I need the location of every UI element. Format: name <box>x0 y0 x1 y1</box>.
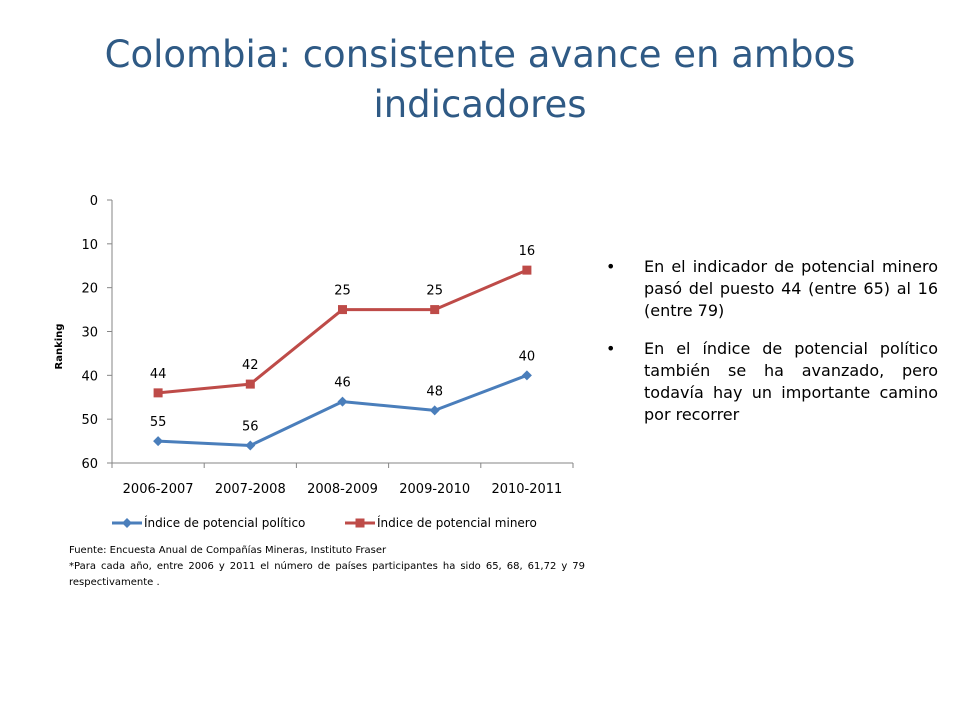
data-label: 25 <box>426 284 443 299</box>
data-label: 48 <box>426 384 443 399</box>
bullet-list: • En el indicador de potencial minero pa… <box>600 256 938 442</box>
data-label: 44 <box>150 367 167 382</box>
data-label: 16 <box>519 244 536 259</box>
y-tick-label: 30 <box>81 326 98 341</box>
bullet-dot-icon: • <box>606 339 616 358</box>
x-tick-label: 2006-2007 <box>123 482 194 497</box>
diamond-marker <box>245 440 256 451</box>
diamond-marker <box>429 405 440 416</box>
y-tick-label: 60 <box>81 457 98 472</box>
diamond-marker <box>153 436 164 447</box>
data-label: 55 <box>150 415 167 430</box>
square-marker <box>338 305 347 315</box>
data-label: 40 <box>519 349 536 364</box>
square-marker <box>355 518 365 528</box>
y-axis-label: Ranking <box>54 324 65 370</box>
legend-label: Índice de potencial minero <box>377 515 537 530</box>
x-tick-label: 2008-2009 <box>307 482 378 497</box>
diamond-marker <box>521 370 532 381</box>
legend-label: Índice de potencial político <box>144 515 305 530</box>
bullet-text: En el índice de potencial político tambi… <box>644 339 938 424</box>
data-label: 25 <box>334 284 351 299</box>
bullet-item: • En el indicador de potencial minero pa… <box>600 256 938 322</box>
series-politico: 55 56 46 48 40 <box>150 349 536 451</box>
data-label: 46 <box>334 376 351 391</box>
y-tick-label: 50 <box>81 413 98 428</box>
slide-title: Colombia: consistente avance en ambos in… <box>104 33 856 126</box>
y-tick-label: 20 <box>81 282 98 297</box>
y-tick-label: 10 <box>81 238 98 253</box>
data-label: 42 <box>242 358 259 373</box>
y-tick-label: 0 <box>90 194 98 209</box>
x-tick-label: 2009-2010 <box>399 482 470 497</box>
legend-item: Índice de potencial minero <box>345 515 537 530</box>
footnotes: Fuente: Encuesta Anual de Compañías Mine… <box>69 543 585 591</box>
y-tick-label: 40 <box>81 369 98 384</box>
participants-note: *Para cada año, entre 2006 y 2011 el núm… <box>69 561 585 588</box>
x-tick-label: 2010-2011 <box>491 482 562 497</box>
square-marker <box>245 379 255 389</box>
bullet-item: • En el índice de potencial político tam… <box>600 338 938 426</box>
source-note: Fuente: Encuesta Anual de Compañías Mine… <box>69 545 387 556</box>
diamond-marker <box>122 518 132 528</box>
square-marker <box>153 388 163 398</box>
data-label: 56 <box>242 419 259 434</box>
legend-item: Índice de potencial político <box>112 515 305 530</box>
bullet-text: En el indicador de potencial minero pasó… <box>644 257 938 320</box>
diamond-marker <box>337 396 348 407</box>
square-marker <box>522 265 532 275</box>
square-marker <box>430 305 440 315</box>
series-minero: 44 42 25 25 16 <box>150 244 536 398</box>
x-tick-label: 2007-2008 <box>215 482 286 497</box>
bullet-dot-icon: • <box>606 257 616 276</box>
